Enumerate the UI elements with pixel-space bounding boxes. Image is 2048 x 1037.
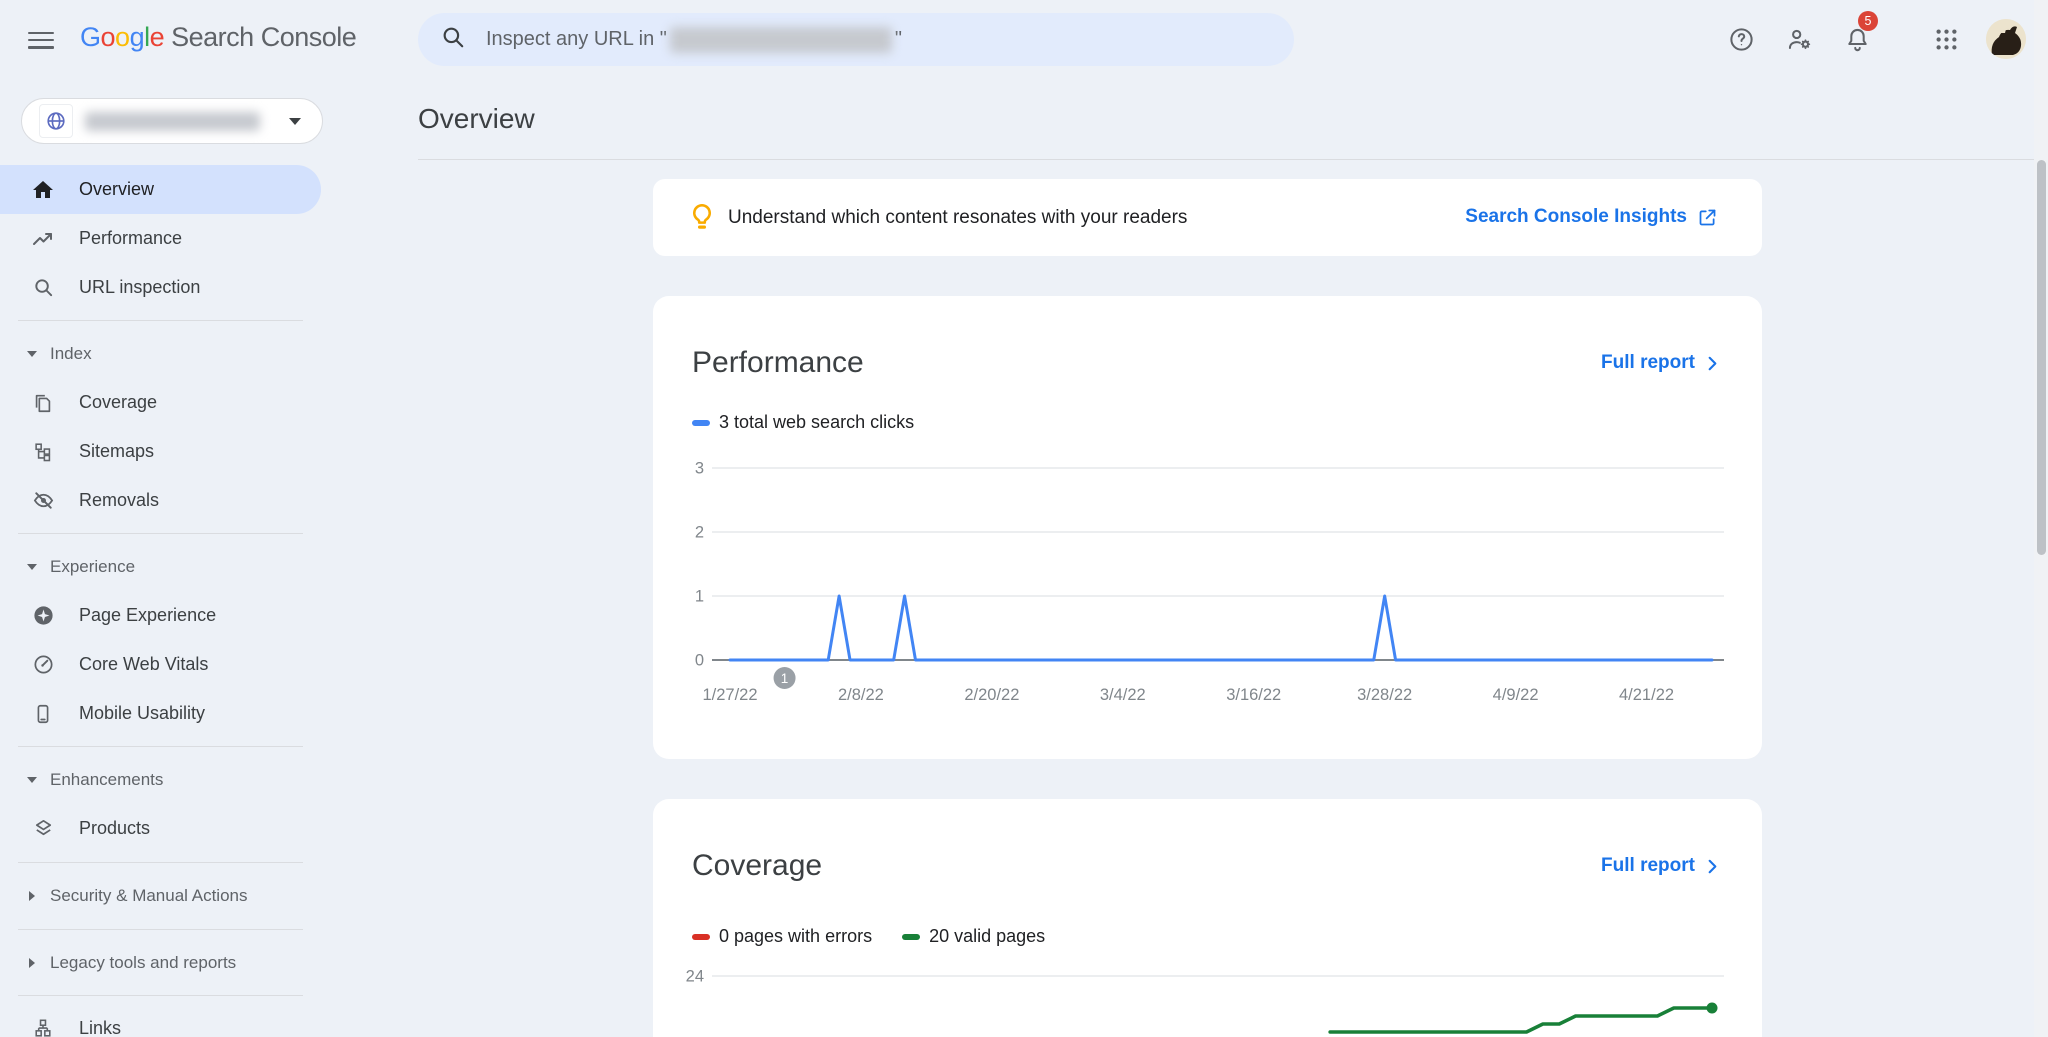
- svg-text:24: 24: [686, 968, 704, 986]
- tree-icon: [31, 1017, 55, 1037]
- sidebar-item-coverage[interactable]: Coverage: [0, 378, 321, 427]
- google-search-console-app: GoogleSearch Console Inspect any URL in …: [0, 0, 2048, 1037]
- sidebar-item-page-experience[interactable]: Page Experience: [0, 591, 321, 640]
- svg-text:1/27/22: 1/27/22: [702, 686, 757, 704]
- performance-card: Performance Full report 3 total web sear…: [653, 296, 1762, 759]
- page-experience-icon: [31, 604, 55, 628]
- property-selector[interactable]: [21, 98, 323, 144]
- svg-text:1: 1: [781, 671, 789, 686]
- coverage-card: Coverage Full report 0 pages with errors…: [653, 799, 1762, 1037]
- performance-chart: 0 1 2 3 1/27/22 2/8/22 2/20/22 3/4/22 3/16/22 3/2…: [653, 296, 1762, 759]
- search-console-insights-link[interactable]: Search Console Insights: [1465, 206, 1718, 228]
- gauge-icon: [31, 653, 55, 677]
- sidebar-divider: [18, 320, 303, 321]
- notification-count-badge[interactable]: 5: [1858, 11, 1878, 31]
- sidebar-section-legacy-tools[interactable]: Legacy tools and reports: [0, 938, 321, 987]
- chevron-down-icon: [26, 351, 38, 357]
- svg-text:0: 0: [695, 652, 704, 670]
- redacted-property-name: [85, 112, 260, 131]
- manage-users-icon[interactable]: [1786, 26, 1813, 53]
- svg-text:4/21/22: 4/21/22: [1619, 686, 1674, 704]
- sidebar-item-sitemaps[interactable]: Sitemaps: [0, 427, 321, 476]
- sidebar-section-index[interactable]: Index: [0, 329, 321, 378]
- insights-banner: Understand which content resonates with …: [653, 179, 1762, 256]
- logo-brand: Google: [80, 22, 164, 52]
- url-inspect-search-input[interactable]: Inspect any URL in "": [418, 13, 1294, 66]
- external-link-icon: [1697, 207, 1718, 228]
- sidebar-item-products[interactable]: Products: [0, 804, 321, 853]
- trending-up-icon: [31, 227, 55, 251]
- search-placeholder: Inspect any URL in "": [486, 27, 902, 53]
- sidebar-item-overview[interactable]: Overview: [0, 165, 321, 214]
- sidebar-divider: [18, 533, 303, 534]
- insights-banner-text: Understand which content resonates with …: [728, 207, 1187, 229]
- svg-text:2/20/22: 2/20/22: [964, 686, 1019, 704]
- page-title: Overview: [418, 103, 535, 135]
- lightbulb-icon: [686, 201, 718, 238]
- svg-text:3/16/22: 3/16/22: [1226, 686, 1281, 704]
- sidebar-section-enhancements[interactable]: Enhancements: [0, 755, 321, 804]
- svg-text:3/4/22: 3/4/22: [1100, 686, 1146, 704]
- app-header: GoogleSearch Console Inspect any URL in …: [0, 0, 2048, 78]
- svg-text:3: 3: [695, 460, 704, 478]
- logo-product: Search Console: [171, 22, 356, 52]
- sidebar-divider: [18, 862, 303, 863]
- globe-icon: [39, 104, 73, 138]
- sitemap-icon: [31, 440, 55, 464]
- help-icon[interactable]: [1728, 26, 1755, 53]
- home-icon: [31, 178, 55, 202]
- scrollbar-thumb[interactable]: [2037, 160, 2046, 555]
- chevron-down-icon: [26, 564, 38, 570]
- main-content: Overview Understand which content resona…: [321, 78, 2048, 1037]
- sidebar-item-core-web-vitals[interactable]: Core Web Vitals: [0, 640, 321, 689]
- apps-grid-icon[interactable]: [1933, 26, 1960, 53]
- sidebar-item-links[interactable]: Links: [0, 1004, 321, 1037]
- chevron-right-icon: [26, 958, 38, 968]
- sidebar-item-performance[interactable]: Performance: [0, 214, 321, 263]
- sidebar-item-removals[interactable]: Removals: [0, 476, 321, 525]
- sidebar-divider: [18, 995, 303, 996]
- svg-text:3/28/22: 3/28/22: [1357, 686, 1412, 704]
- search-icon: [440, 24, 466, 55]
- svg-text:1: 1: [695, 588, 704, 606]
- chevron-down-icon: [26, 777, 38, 783]
- eye-off-icon: [31, 489, 55, 513]
- app-logo: GoogleSearch Console: [80, 22, 356, 53]
- search-icon: [31, 276, 55, 300]
- sidebar-divider: [18, 746, 303, 747]
- sidebar-divider: [18, 929, 303, 930]
- chevron-right-icon: [26, 891, 38, 901]
- hamburger-menu-button[interactable]: [28, 27, 54, 51]
- avatar[interactable]: [1986, 19, 2026, 59]
- svg-text:4/9/22: 4/9/22: [1493, 686, 1539, 704]
- title-divider: [418, 159, 2048, 160]
- pages-icon: [31, 391, 55, 415]
- redacted-property-name: [670, 27, 892, 53]
- smartphone-icon: [31, 702, 55, 726]
- sidebar-section-security-manual-actions[interactable]: Security & Manual Actions: [0, 871, 321, 920]
- svg-text:2/8/22: 2/8/22: [838, 686, 884, 704]
- svg-text:2: 2: [695, 524, 704, 542]
- sidebar-item-mobile-usability[interactable]: Mobile Usability: [0, 689, 321, 738]
- coverage-chart: 24: [653, 799, 1762, 1037]
- sidebar: Overview Performance URL inspection Inde…: [0, 78, 321, 1037]
- chevron-down-icon: [289, 118, 301, 125]
- layers-icon: [31, 817, 55, 841]
- sidebar-section-experience[interactable]: Experience: [0, 542, 321, 591]
- sidebar-item-url-inspection[interactable]: URL inspection: [0, 263, 321, 312]
